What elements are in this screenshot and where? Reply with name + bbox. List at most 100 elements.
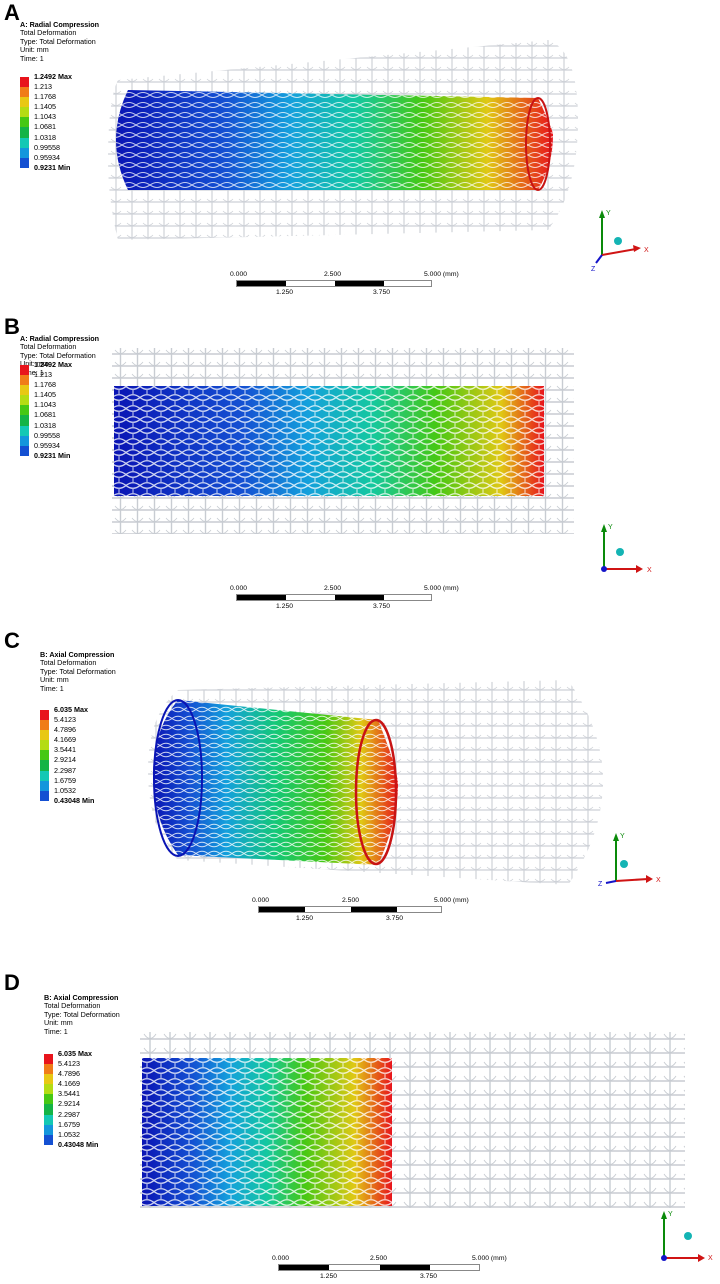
legend-swatch	[40, 730, 49, 741]
stent-model-front	[140, 1032, 685, 1208]
scale-label: 3.750	[373, 289, 391, 296]
legend-swatch	[40, 720, 49, 731]
axis-x-label: X	[644, 247, 649, 254]
scale-label: 2.500	[324, 585, 342, 592]
legend-swatch	[44, 1124, 53, 1135]
legend-value: 1.1768	[34, 92, 56, 102]
legend-swatch	[44, 1054, 53, 1065]
legend-value: 2.2987	[58, 1109, 80, 1119]
legend-swatch	[20, 415, 29, 426]
legend-swatch	[20, 405, 29, 416]
info-line: Unit: mm	[40, 675, 69, 685]
legend-swatch	[20, 117, 29, 128]
legend-swatch	[20, 127, 29, 138]
legend-value: 4.1669	[58, 1079, 80, 1089]
panel-letter: B	[4, 314, 20, 339]
info-line: Type: Total Deformation	[40, 666, 116, 676]
info-line: Total Deformation	[20, 28, 77, 38]
scale-label: 2.500	[342, 897, 360, 904]
info-line: Time: 1	[20, 367, 44, 377]
scale-label: 2.500	[370, 1255, 388, 1262]
legend-value: 5.4123	[58, 1059, 80, 1069]
result-title: A: Radial Compression	[20, 20, 100, 29]
info-line: Unit: mm	[20, 359, 49, 369]
scale-bar: 0.000 2.500 5.000 (mm) 1.250 3.750	[230, 271, 459, 300]
coordinate-triad-icon: Y X	[601, 524, 652, 574]
scale-label: 3.750	[373, 603, 391, 610]
legend-value: 2.2987	[54, 765, 76, 775]
legend-value: 0.9231 Min	[34, 162, 71, 172]
axis-y-label: Y	[608, 524, 613, 531]
legend-value: 0.9231 Min	[34, 450, 71, 460]
legend-value: 1.6759	[54, 775, 76, 785]
legend-value: 1.0318	[34, 420, 56, 430]
stent-model-front	[112, 348, 574, 534]
scale-label: 3.750	[386, 915, 404, 922]
scale-bar-segments	[278, 1264, 480, 1271]
legend-value: 3.5441	[54, 745, 76, 755]
panel-letter: C	[4, 628, 20, 653]
legend-value: 1.1768	[34, 380, 56, 390]
legend-value: 0.95934	[34, 440, 60, 450]
legend-value: 1.2492 Max	[34, 360, 72, 369]
result-info: B: Axial Compression Total Deformation T…	[44, 993, 120, 1036]
legend-value: 2.9214	[58, 1099, 80, 1109]
legend-value: 1.0681	[34, 410, 56, 420]
scale-bar-segments	[236, 594, 432, 601]
scale-label: 5.000 (mm)	[472, 1255, 507, 1262]
legend-value: 0.99558	[34, 430, 60, 440]
legend-swatch	[40, 760, 49, 771]
result-title: B: Axial Compression	[40, 650, 115, 659]
legend-swatch	[40, 750, 49, 761]
panel-d: D B: Axial Compression Total Deformation…	[0, 970, 720, 1284]
stent-model-3d	[148, 680, 603, 885]
legend-swatch	[20, 365, 29, 376]
info-line: Type: Total Deformation	[44, 1009, 120, 1019]
legend-value: 1.1043	[34, 112, 56, 122]
result-title: B: Axial Compression	[44, 993, 119, 1002]
scale-label: 0.000	[252, 897, 270, 904]
axis-y-label: Y	[668, 1211, 673, 1218]
coordinate-triad-icon: Y X Z	[591, 210, 649, 273]
legend-value: 1.0681	[34, 122, 56, 132]
panel-c: C B: Axial Compression Total Deformation…	[0, 628, 720, 928]
legend-value: 1.6759	[58, 1119, 80, 1129]
legend-value: 1.213	[34, 82, 52, 92]
legend-value: 4.1669	[54, 735, 76, 745]
legend-swatch	[20, 77, 29, 88]
scale-bar: 0.000 2.500 5.000 (mm) 1.250 3.750	[272, 1255, 507, 1284]
legend-value: 2.9214	[54, 755, 76, 765]
axis-z-label: Z	[598, 881, 603, 888]
legend-value: 6.035 Max	[54, 705, 88, 714]
scale-bar-segments	[236, 280, 432, 287]
legend-value: 0.99558	[34, 142, 60, 152]
panel-letter: A	[4, 0, 20, 25]
info-line: Time: 1	[44, 1026, 68, 1036]
legend-value: 6.035 Max	[58, 1049, 92, 1058]
legend-swatch	[20, 147, 29, 158]
info-line: Unit: mm	[20, 45, 49, 55]
scale-label: 2.500	[324, 271, 342, 278]
scale-label: 1.250	[276, 289, 294, 296]
info-line: Time: 1	[20, 53, 44, 63]
legend-value: 0.43048 Min	[54, 795, 95, 805]
legend-swatch	[44, 1094, 53, 1105]
legend-value: 1.2492 Max	[34, 72, 72, 81]
legend-value: 1.1405	[34, 390, 56, 400]
legend-swatch	[20, 97, 29, 108]
legend-value: 4.7896	[58, 1069, 80, 1079]
scale-label: 0.000	[230, 271, 248, 278]
result-title: A: Radial Compression	[20, 334, 100, 343]
legend-swatch	[20, 137, 29, 148]
legend-swatch	[40, 710, 49, 721]
legend-value: 1.213	[34, 370, 52, 380]
legend-swatch	[20, 157, 29, 168]
legend-value: 3.5441	[58, 1089, 80, 1099]
legend-value: 4.7896	[54, 725, 76, 735]
legend-swatch	[40, 770, 49, 781]
info-line: Time: 1	[40, 683, 64, 693]
scale-label: 0.000	[272, 1255, 290, 1262]
legend-swatch	[44, 1064, 53, 1075]
info-line: Total Deformation	[40, 658, 97, 668]
legend-swatch	[20, 425, 29, 436]
